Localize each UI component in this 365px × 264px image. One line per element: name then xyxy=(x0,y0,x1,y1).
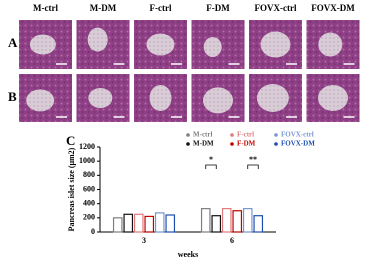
legend-label: F-DM xyxy=(237,140,256,148)
y-axis-label: Pancreas islet size (μm2) xyxy=(67,147,76,231)
legend-label: FOVX-ctrl xyxy=(281,131,314,139)
legend-marker xyxy=(274,133,278,137)
legend-marker xyxy=(274,142,278,146)
significance-bracket xyxy=(247,164,259,169)
column-label: FOVX-ctrl xyxy=(255,3,297,13)
panel-label: A xyxy=(8,35,18,50)
panel-label: C xyxy=(66,133,75,148)
x-axis-label: weeks xyxy=(178,250,198,259)
islet xyxy=(260,31,291,58)
y-tick-label: 1000 xyxy=(79,156,95,165)
bar xyxy=(133,213,144,233)
bar xyxy=(165,214,176,233)
significance-label: * xyxy=(209,155,213,164)
y-tick-label: 400 xyxy=(83,198,95,207)
column-label: F-ctrl xyxy=(150,3,172,13)
bar xyxy=(123,213,134,233)
bar xyxy=(211,215,222,233)
legend-marker xyxy=(186,133,190,137)
islet xyxy=(318,85,348,111)
y-tick-label: 0 xyxy=(91,227,95,236)
significance-bracket xyxy=(205,164,217,169)
bar xyxy=(221,208,232,233)
legend-label: M-ctrl xyxy=(193,131,212,139)
bar xyxy=(144,215,155,233)
legend-marker xyxy=(230,133,234,137)
legend-marker xyxy=(230,142,234,146)
x-tick-label: 3 xyxy=(142,236,146,245)
legend-marker xyxy=(186,142,190,146)
legend-label: F-ctrl xyxy=(237,131,254,139)
islet xyxy=(26,89,55,112)
islet xyxy=(203,87,233,114)
islet xyxy=(88,88,113,108)
y-tick-label: 600 xyxy=(83,184,95,193)
x-tick-label: 6 xyxy=(230,236,234,245)
significance-label: ** xyxy=(249,155,257,164)
islet xyxy=(149,85,172,111)
y-tick-label: 200 xyxy=(83,213,95,222)
bar xyxy=(154,212,165,233)
bar xyxy=(242,208,253,233)
bar xyxy=(112,217,123,233)
islet xyxy=(318,32,343,57)
legend-label: M-DM xyxy=(193,140,214,148)
bar xyxy=(232,210,243,233)
bar xyxy=(200,208,211,233)
islet xyxy=(29,34,56,55)
legend-label: FOVX-DM xyxy=(281,140,315,148)
column-label: FOVX-DM xyxy=(311,3,355,13)
column-label: M-DM xyxy=(90,3,117,13)
y-tick-label: 1200 xyxy=(79,142,95,151)
column-label: F-DM xyxy=(206,3,230,13)
y-tick-label: 800 xyxy=(83,170,95,179)
islet xyxy=(256,84,289,112)
panel-label: B xyxy=(8,89,17,104)
column-label: M-ctrl xyxy=(33,3,58,13)
islet xyxy=(87,27,108,52)
islet xyxy=(146,33,175,56)
islet xyxy=(203,36,222,57)
bar xyxy=(253,215,264,233)
